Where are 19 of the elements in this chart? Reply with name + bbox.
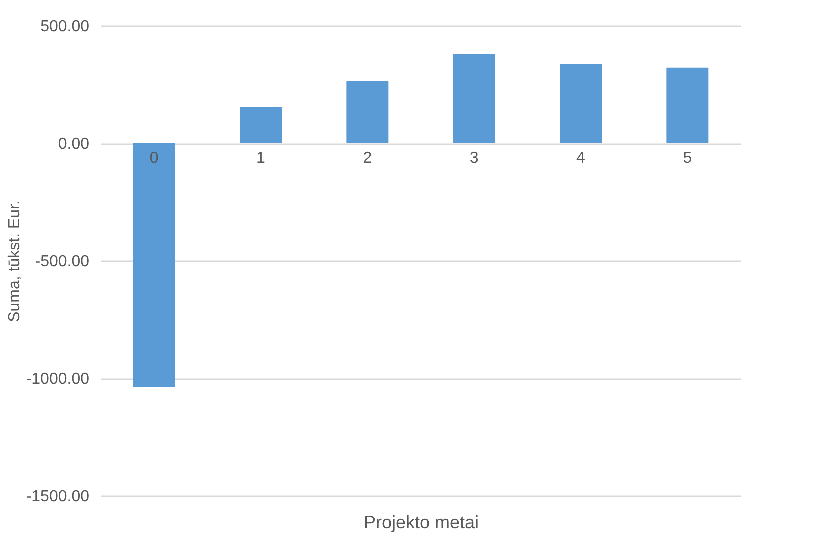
bar <box>560 64 602 144</box>
x-tick-label: 3 <box>470 150 479 167</box>
bar <box>133 144 176 388</box>
x-tick-label: 0 <box>150 150 159 167</box>
bar <box>240 107 282 144</box>
y-tick-label: -1500.00 <box>26 488 90 506</box>
bar <box>346 80 389 144</box>
bar <box>666 68 709 144</box>
x-tick-label: 2 <box>363 150 372 167</box>
y-tick-label: 500.00 <box>40 18 90 36</box>
y-tick-label: 0.00 <box>58 136 90 153</box>
y-axis-title: Suma, tūkst. Eur. <box>6 200 24 322</box>
x-tick-label: 1 <box>256 150 266 167</box>
x-tick-label: 5 <box>683 150 692 167</box>
x-axis-title: Projekto metai <box>364 512 480 532</box>
y-tick-label: -1000.00 <box>26 371 90 388</box>
y-tick-label: -500.00 <box>35 254 90 270</box>
x-tick-label: 4 <box>576 150 586 167</box>
bar <box>453 54 496 144</box>
